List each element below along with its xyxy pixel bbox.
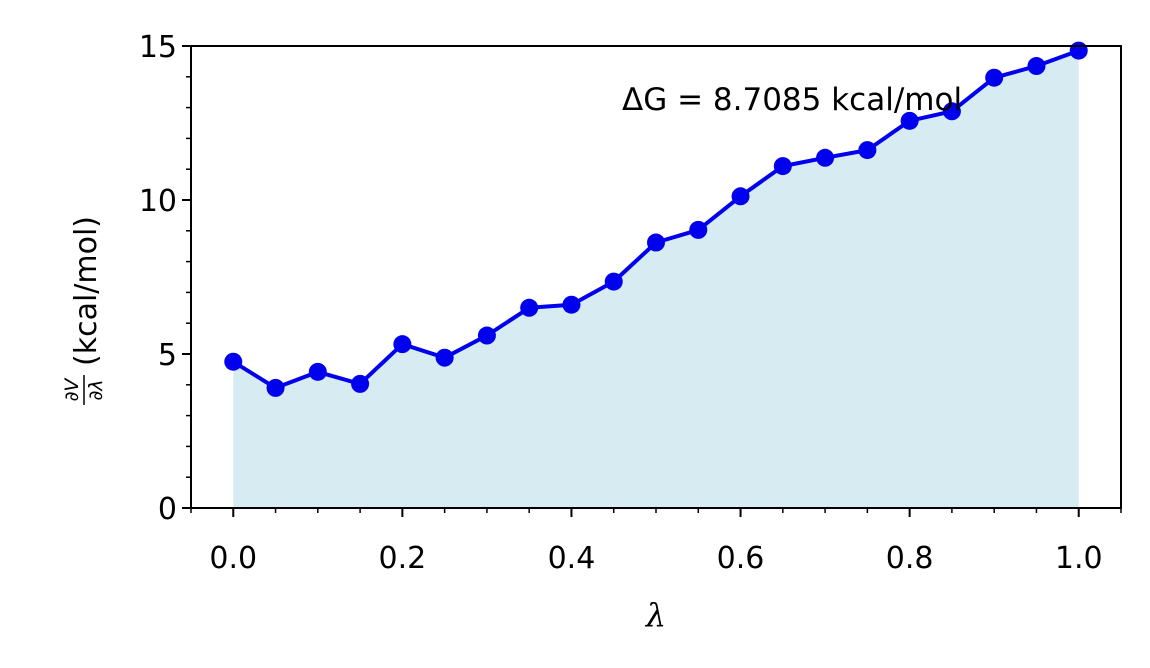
x-tick-label: 0.0: [209, 541, 257, 576]
data-point-9: [604, 272, 623, 291]
y-tick-label: 0: [158, 492, 177, 527]
x-tick-label: 1.0: [1055, 541, 1103, 576]
data-point-19: [1027, 57, 1046, 76]
y-axis-label: ∂V ∂λ (kcal/mol): [61, 216, 107, 405]
x-tick-label: 0.8: [886, 541, 934, 576]
data-point-4: [393, 335, 412, 354]
axis-ticks: 0.0 0.2 0.4 0.6 0.8 1.0 0 5 10 15: [139, 30, 1122, 576]
integral-area: [233, 50, 1079, 508]
data-point-11: [689, 220, 708, 239]
data-point-1: [266, 378, 285, 397]
y-tick-label: 15: [139, 30, 177, 65]
y-tick-label: 5: [158, 338, 177, 373]
data-point-0: [224, 352, 243, 371]
data-point-6: [477, 326, 496, 345]
data-point-17: [942, 102, 961, 121]
data-point-14: [816, 148, 835, 167]
data-markers: [224, 41, 1088, 397]
data-point-5: [435, 348, 454, 367]
data-point-2: [308, 362, 327, 381]
x-tick-label: 0.4: [548, 541, 596, 576]
delta-g-annotation: ΔG = 8.7085 kcal/mol: [622, 82, 962, 118]
data-point-18: [985, 68, 1004, 87]
data-point-8: [562, 295, 581, 314]
y-axis-label-unit: (kcal/mol): [69, 216, 104, 366]
y-tick-label: 10: [139, 184, 177, 219]
y-axis-label-denominator: ∂λ: [85, 379, 107, 400]
data-point-7: [520, 298, 539, 317]
x-axis-label: λ: [644, 596, 666, 634]
data-point-15: [858, 141, 877, 160]
data-point-13: [773, 157, 792, 176]
data-point-12: [731, 187, 750, 206]
data-point-10: [647, 233, 665, 252]
y-axis-label-numerator: ∂V: [61, 377, 83, 402]
data-point-3: [351, 374, 370, 393]
data-point-16: [900, 111, 919, 130]
data-point-20: [1069, 41, 1088, 60]
x-tick-label: 0.6: [717, 541, 765, 576]
x-tick-label: 0.2: [379, 541, 427, 576]
